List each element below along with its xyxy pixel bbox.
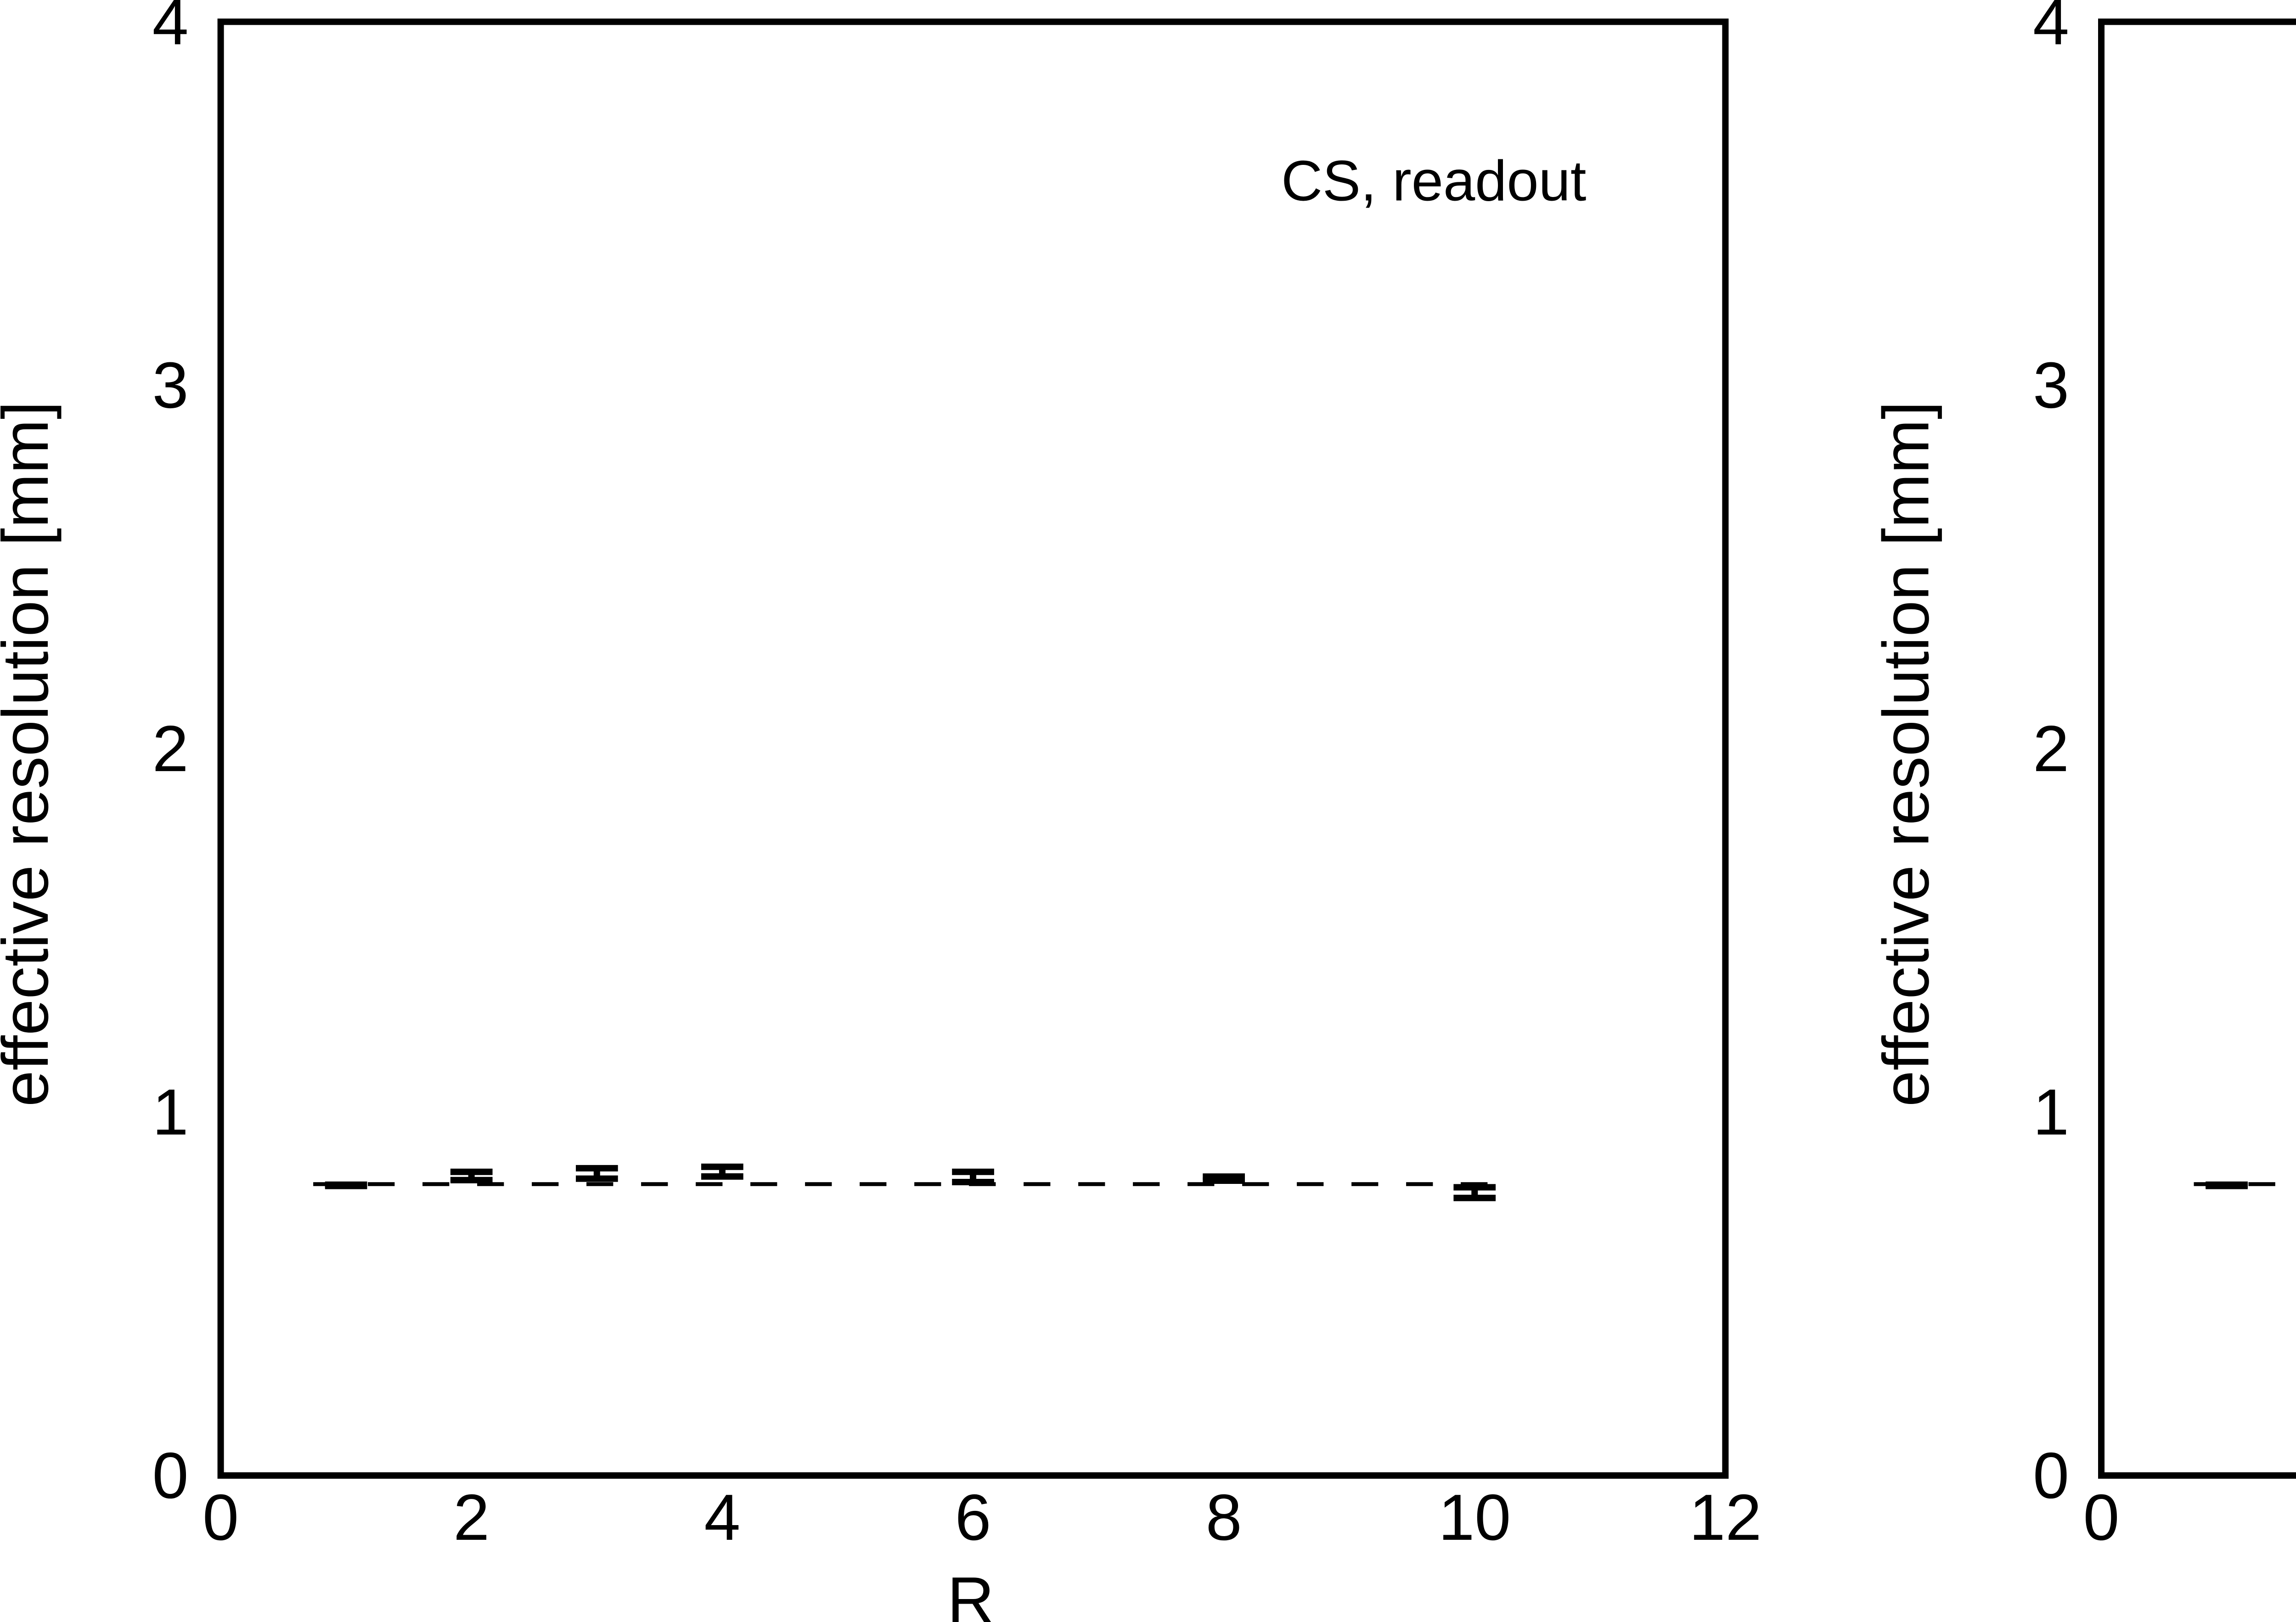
- svg-text:8: 8: [1206, 1481, 1242, 1554]
- svg-text:4: 4: [152, 0, 189, 58]
- svg-text:10: 10: [1438, 1481, 1511, 1554]
- svg-text:4: 4: [2033, 0, 2069, 58]
- svg-text:R: R: [947, 1564, 995, 1622]
- svg-text:0: 0: [152, 1439, 189, 1512]
- svg-text:4: 4: [704, 1481, 740, 1554]
- svg-text:3: 3: [2033, 349, 2069, 422]
- svg-text:1: 1: [2033, 1076, 2069, 1149]
- svg-text:2: 2: [152, 712, 189, 785]
- svg-text:2: 2: [453, 1481, 490, 1554]
- svg-text:6: 6: [955, 1481, 991, 1554]
- svg-text:0: 0: [2033, 1439, 2069, 1512]
- svg-text:2: 2: [2033, 712, 2069, 785]
- svg-text:effective resolution [mm]: effective resolution [mm]: [0, 401, 62, 1107]
- svg-text:1: 1: [152, 1076, 189, 1149]
- svg-text:0: 0: [2083, 1481, 2120, 1554]
- svg-text:12: 12: [1689, 1481, 1761, 1554]
- svg-text:CS, readout: CS, readout: [1281, 149, 1586, 213]
- svg-text:0: 0: [203, 1481, 239, 1554]
- svg-text:3: 3: [152, 349, 189, 422]
- svg-text:effective resolution [mm]: effective resolution [mm]: [1869, 401, 1942, 1107]
